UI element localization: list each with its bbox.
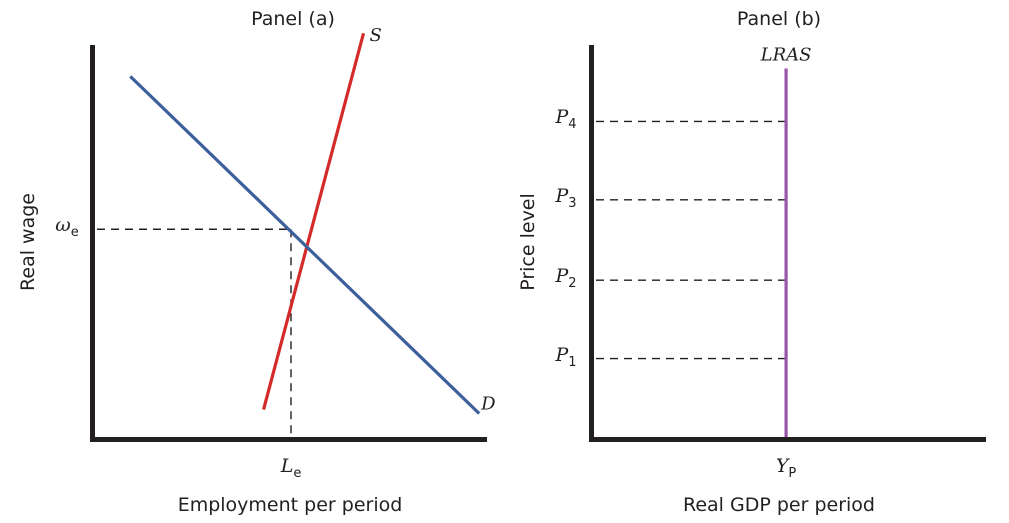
panel-a-y-tick-label-0: ωe <box>55 214 79 241</box>
panel-b-title: Panel (b) <box>736 8 822 30</box>
panel-a-series-s-line <box>262 32 366 410</box>
panel-a-series-s-label: S <box>370 25 382 46</box>
panel-a-series-d-label: D <box>480 393 496 414</box>
panel-a-plot-area <box>90 45 487 442</box>
panel-b-y-tick-label-0: P1 <box>555 343 577 370</box>
panel-a-x-tick-label-0: Le <box>280 455 302 481</box>
panel-a-xlabel: Employment per period <box>177 494 403 516</box>
panel-b-y-tick-label-1: P2 <box>555 265 577 292</box>
panel-b-series-lras-label: LRAS <box>760 45 812 66</box>
panel-b-y-tick-label-2: P3 <box>555 184 577 211</box>
panel-a-title: Panel (a) <box>251 8 335 30</box>
panel-b-x-tick-label-0: YP <box>775 455 797 481</box>
panel-b-y-tick-label-3: P4 <box>555 106 577 133</box>
panel-a-series-d-line <box>129 75 481 415</box>
panel-b-xlabel: Real GDP per period <box>683 494 875 516</box>
